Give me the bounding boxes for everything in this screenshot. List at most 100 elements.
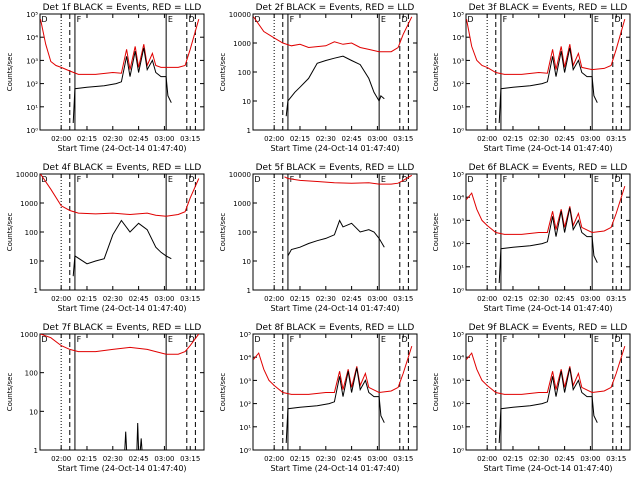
panel-title: Det 4f BLACK = Events, RED = LLD [43,163,202,173]
y-tick-label: 100 [25,229,38,237]
marker-letter: E [168,15,173,24]
panel-title: Det 8f BLACK = Events, RED = LLD [256,323,415,333]
plot-frame [39,13,205,131]
y-axis-label: Counts/sec [432,373,440,412]
panel-6: Det 6f BLACK = Events, RED = LLD 10⁰ 10¹ 10… [432,163,631,313]
marker-letter: D [467,15,473,24]
y-tick-label: 10⁴ [26,34,38,42]
x-tick-label: 02:15 [77,455,97,463]
panel-title: Det 7f BLACK = Events, RED = LLD [43,323,202,333]
y-tick-label: 1000 [233,200,251,208]
y-tick-label: 10³ [452,57,464,65]
y-tick-label: 10000 [229,171,251,179]
y-tick-label: 10² [452,401,464,409]
panel-title: Det 1f BLACK = Events, RED = LLD [43,3,202,13]
x-tick-label: 03:00 [367,135,387,143]
y-tick-label: 10⁴ [452,34,464,42]
events-series-line [72,219,172,277]
plot-frame [465,13,631,131]
y-tick-label: 10⁵ [452,11,464,19]
y-tick-label: 10⁴ [452,194,464,202]
marker-letter: E [381,335,386,344]
y-tick-label: 1 [247,287,251,295]
x-tick-label: 02:30 [316,295,336,303]
x-tick-label: 02:30 [316,455,336,463]
x-axis-label: Start Time (24-Oct-14 01:47:40) [57,464,186,473]
marker-letter: F [77,175,82,184]
y-tick-label: 10⁴ [239,354,251,362]
y-tick-label: 10000 [16,171,38,179]
x-tick-label: 03:00 [367,455,387,463]
y-tick-label: 10 [29,408,38,416]
x-tick-label: 02:30 [316,135,336,143]
y-tick-label: 10¹ [452,424,464,432]
y-tick-label: 10000 [229,11,251,19]
marker-letter: D [467,335,473,344]
x-tick-label: 02:15 [290,135,310,143]
marker-letter: D [189,335,195,344]
y-tick-label: 100 [25,370,38,378]
marker-letter: D [402,335,408,344]
y-tick-label: 10³ [26,57,38,65]
marker-letter: F [290,15,295,24]
x-tick-label: 02:00 [477,455,497,463]
y-tick-label: 10⁰ [452,447,464,455]
panel-9: Det 9f BLACK = Events, RED = LLD 10⁰ 10¹ 10… [432,323,631,473]
y-tick-label: 10³ [452,377,464,385]
y-tick-label: 10 [242,98,251,106]
marker-letter: F [503,15,508,24]
y-axis-label: Counts/sec [219,373,227,412]
panel-5: Det 5f BLACK = Events, RED = LLD 1 10 100 10… [219,163,418,313]
marker-letter: D [615,335,621,344]
plot-frame [252,333,418,451]
x-tick-label: 03:00 [580,295,600,303]
y-tick-label: 10⁰ [452,287,464,295]
panel-2: Det 2f BLACK = Events, RED = LLD 1 10 100 10… [219,3,418,153]
lld-series-line [40,174,200,217]
x-tick-label: 02:45 [129,295,149,303]
y-tick-label: 10² [452,241,464,249]
y-tick-label: 1 [34,287,38,295]
marker-letter: E [594,175,599,184]
y-axis-label: Counts/sec [6,213,14,252]
y-tick-label: 100 [238,69,251,77]
events-series-line [124,422,143,450]
x-tick-label: 02:00 [477,135,497,143]
panel-1: Det 1f BLACK = Events, RED = LLD 10⁰ 10¹ 10… [6,3,205,153]
x-tick-label: 02:30 [103,135,123,143]
events-series-line [285,55,385,117]
plot-frame [39,173,205,291]
x-tick-label: 02:00 [51,455,71,463]
x-tick-label: 02:15 [77,135,97,143]
events-series-line [498,207,598,284]
y-tick-label: 10² [452,81,464,89]
x-tick-label: 02:45 [342,455,362,463]
panel-3: Det 3f BLACK = Events, RED = LLD 10⁰ 10¹ 10… [432,3,631,153]
panel-title: Det 3f BLACK = Events, RED = LLD [469,3,628,13]
x-tick-label: 03:00 [367,295,387,303]
x-tick-label: 02:30 [103,455,123,463]
x-tick-label: 02:00 [264,295,284,303]
marker-letter: F [503,175,508,184]
marker-letter: F [77,335,82,344]
y-tick-label: 10⁵ [26,11,38,19]
y-tick-label: 10² [239,401,251,409]
x-tick-label: 02:00 [51,295,71,303]
x-tick-label: 03:00 [154,455,174,463]
x-tick-label: 03:00 [580,455,600,463]
y-tick-label: 10⁰ [239,447,251,455]
lld-series-line [466,345,626,395]
y-axis-label: Counts/sec [432,213,440,252]
y-tick-label: 10¹ [239,424,251,432]
panel-title: Det 6f BLACK = Events, RED = LLD [469,163,628,173]
x-tick-label: 02:00 [477,295,497,303]
y-tick-label: 10¹ [26,104,38,112]
x-tick-label: 02:45 [342,135,362,143]
x-tick-label: 03:15 [606,455,626,463]
marker-letter: D [615,175,621,184]
x-tick-label: 03:00 [580,135,600,143]
x-axis-label: Start Time (24-Oct-14 01:47:40) [270,144,399,153]
marker-letter: D [189,175,195,184]
panel-8: Det 8f BLACK = Events, RED = LLD 10⁰ 10¹ 10… [219,323,418,473]
x-tick-label: 03:00 [154,135,174,143]
